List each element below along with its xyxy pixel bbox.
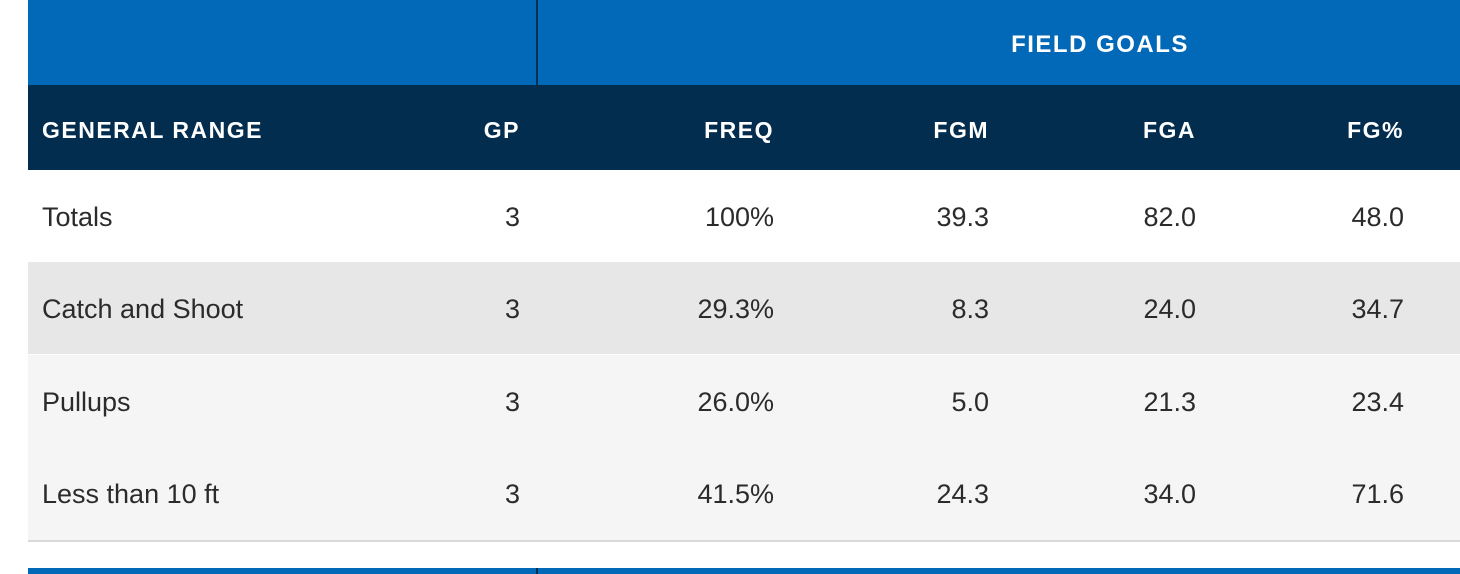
cell-general-range: Catch and Shoot [42, 294, 244, 324]
cell-fga: 21.3 [1143, 387, 1196, 417]
column-header-general-range[interactable]: GENERAL RANGE [42, 117, 263, 143]
cell-gp: 3 [504, 479, 520, 509]
cell-fg-pct: 34.7 [1351, 294, 1404, 324]
cell-fgm: 5.0 [951, 387, 989, 417]
cell-fga: 24.0 [1143, 294, 1196, 324]
table-row: Less than 10 ft 3 41.5% 24.3 34.0 71.6 [28, 447, 1460, 540]
cell-freq: 41.5% [697, 479, 774, 509]
next-table-header-divider [536, 568, 538, 574]
cell-general-range: Pullups [42, 387, 131, 417]
column-header-freq[interactable]: FREQ [704, 117, 774, 143]
column-header-fg-pct[interactable]: FG% [1347, 117, 1404, 143]
next-table-header-edge [28, 568, 1460, 574]
table-row: Pullups 3 26.0% 5.0 21.3 23.4 [28, 355, 1460, 447]
cell-general-range: Less than 10 ft [42, 479, 220, 509]
cell-fgm: 39.3 [936, 202, 989, 232]
cell-fga: 82.0 [1143, 202, 1196, 232]
column-header-fgm[interactable]: FGM [933, 117, 989, 143]
cell-general-range: Totals [42, 202, 113, 232]
column-header-fga[interactable]: FGA [1142, 117, 1196, 143]
table-row: Totals 3 100% 39.3 82.0 48.0 [28, 170, 1460, 262]
shooting-stats-table: FIELD GOALS GENERAL RANGE GP FREQ FGM FG… [28, 0, 1460, 574]
column-header-row: GENERAL RANGE GP FREQ FGM FGA FG% [28, 85, 1460, 170]
cell-fga: 34.0 [1143, 479, 1196, 509]
column-header-gp[interactable]: GP [483, 117, 520, 143]
table-row: Catch and Shoot 3 29.3% 8.3 24.0 34.7 [28, 262, 1460, 354]
cell-gp: 3 [504, 202, 520, 232]
field-goals-group-label: FIELD GOALS [1011, 31, 1189, 58]
cell-gp: 3 [504, 294, 520, 324]
cell-fg-pct: 48.0 [1351, 202, 1404, 232]
cell-freq: 100% [704, 202, 774, 232]
cell-fg-pct: 71.6 [1351, 479, 1404, 509]
table-bottom-border [28, 540, 1460, 542]
cell-gp: 3 [504, 387, 520, 417]
cell-freq: 29.3% [697, 294, 774, 324]
cell-fgm: 24.3 [936, 479, 989, 509]
group-header-divider [536, 0, 538, 85]
cell-fgm: 8.3 [951, 294, 989, 324]
group-header-row: FIELD GOALS [28, 0, 1460, 85]
cell-freq: 26.0% [697, 387, 774, 417]
cell-fg-pct: 23.4 [1351, 387, 1404, 417]
